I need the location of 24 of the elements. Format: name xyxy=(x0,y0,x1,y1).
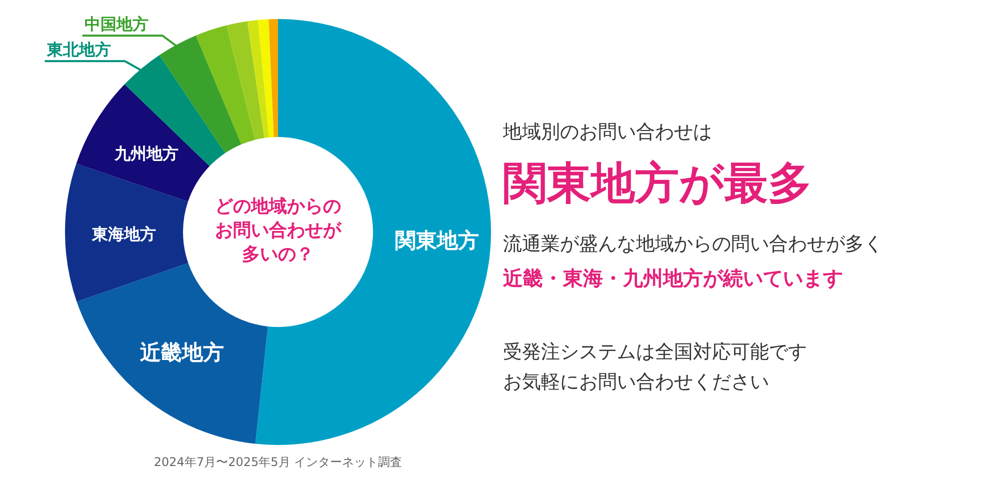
slice-label: 九州地方 xyxy=(113,144,178,163)
slice-label: 中国地方 xyxy=(84,14,148,34)
slice-label: 東海地方 xyxy=(91,224,156,244)
donut-slice xyxy=(76,263,268,444)
donut-slice xyxy=(226,21,264,140)
donut-slice xyxy=(247,20,270,138)
text: どの地域からの xyxy=(215,196,341,217)
text: 地域別のお問い合わせは xyxy=(502,121,712,143)
text: お問い合わせが xyxy=(215,220,342,241)
slice-label: 関東地方 xyxy=(394,228,479,252)
donut-slice xyxy=(196,25,255,144)
text: 関東地方が最多 xyxy=(503,158,812,209)
text: 多いの？ xyxy=(242,244,314,265)
slice-label: 東北地方 xyxy=(46,40,111,60)
donut-slice xyxy=(65,164,188,302)
text: 近畿・東海・九州地方が続いています xyxy=(502,266,843,290)
text: 受発注システムは全国対応可能です xyxy=(503,341,807,363)
text: 2024年7月〜2025年5月 インターネット調査 xyxy=(154,455,402,469)
donut-slice xyxy=(258,19,274,138)
text: 流通業が盛んな地域からの問い合わせが多く xyxy=(503,233,883,255)
donut-slice xyxy=(76,84,210,202)
donut-slice xyxy=(268,19,278,138)
slice-label: 近畿地方 xyxy=(139,340,224,364)
text: お気軽にお問い合わせください xyxy=(503,371,769,393)
